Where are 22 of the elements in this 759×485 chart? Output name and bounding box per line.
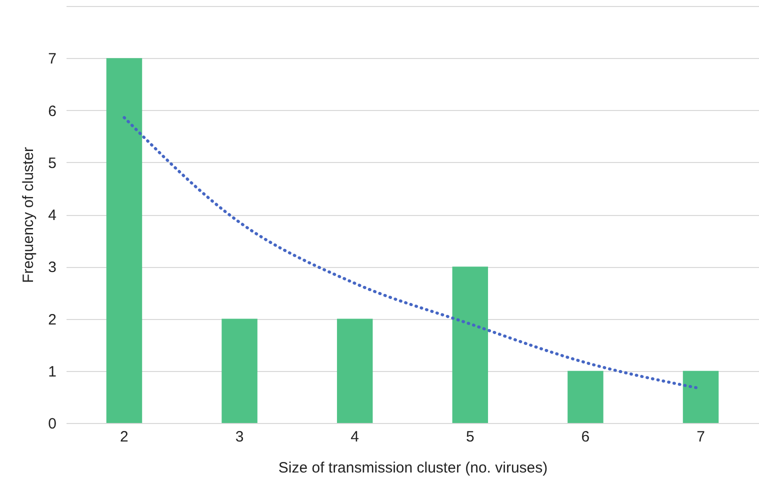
- y-tick-label: 0: [48, 416, 56, 432]
- y-tick-label: 4: [48, 207, 56, 224]
- y-tick-label: 3: [48, 259, 56, 276]
- x-axis-title: Size of transmission cluster (no. viruses): [278, 460, 548, 476]
- y-tick-label: 5: [48, 154, 56, 172]
- bar: [452, 266, 488, 423]
- x-tick-label: 4: [350, 428, 360, 446]
- bar: [336, 318, 373, 423]
- y-tick-label: 7: [48, 50, 56, 68]
- y-tick-label: 2: [48, 311, 56, 328]
- bar: [682, 370, 719, 423]
- x-tick-label: 6: [581, 428, 590, 446]
- bar: [222, 318, 258, 423]
- bar: [568, 370, 604, 423]
- x-tick-label: 5: [466, 428, 474, 446]
- x-tick-label: 2: [120, 428, 128, 446]
- y-tick-label: 6: [48, 102, 56, 120]
- y-tick-label: 1: [48, 363, 56, 380]
- x-tick-label: 7: [696, 428, 705, 446]
- x-tick-label: 3: [235, 428, 244, 446]
- bar: [106, 58, 142, 423]
- y-axis-title: Frequency of cluster: [20, 147, 38, 283]
